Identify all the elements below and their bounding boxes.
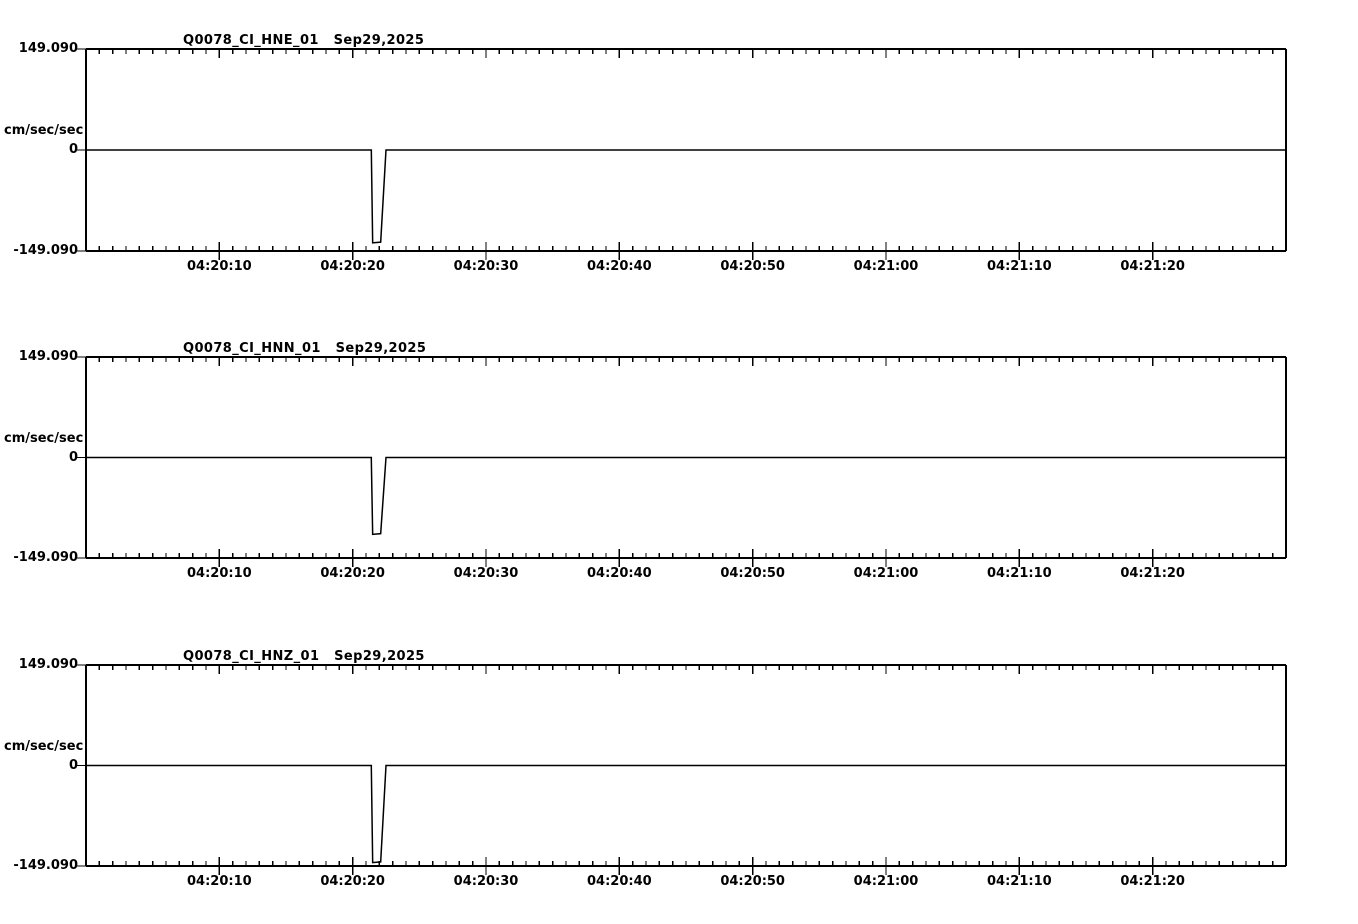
x-tick-label: 04:21:00	[853, 874, 919, 889]
x-tick-label: 04:20:30	[453, 259, 519, 274]
x-tick-label: 04:21:20	[1120, 259, 1185, 274]
x-tick-label: 04:20:40	[586, 259, 652, 274]
waveform-trace	[86, 456, 1286, 536]
waveform-trace	[86, 764, 1286, 864]
x-tick-label: 04:20:10	[186, 874, 252, 889]
y-axis-unit-label: cm/sec/sec	[4, 123, 84, 138]
panel-title: Q0078_CI_HNZ_01 Sep29,2025	[183, 649, 425, 664]
y-tick-label-max: 149.090	[18, 657, 78, 672]
y-tick-label-max: 149.090	[18, 41, 78, 56]
y-axis-unit-label: cm/sec/sec	[4, 430, 84, 446]
y-tick-label-max: 149.090	[18, 349, 78, 364]
y-tick-label-zero: 0	[68, 142, 78, 157]
x-tick-label: 04:20:10	[186, 259, 252, 274]
y-tick-label-min: -149.090	[13, 550, 78, 565]
x-tick-label: 04:20:40	[586, 566, 652, 581]
x-tick-label: 04:20:20	[320, 259, 385, 274]
x-tick-label: 04:21:10	[986, 874, 1052, 889]
x-tick-label: 04:21:20	[1120, 566, 1185, 581]
waveform-trace	[86, 149, 1286, 244]
x-tick-label: 04:20:50	[720, 259, 785, 274]
x-tick-label: 04:20:50	[720, 874, 785, 889]
x-tick-label: 04:20:20	[320, 566, 385, 581]
y-tick-label-min: -149.090	[13, 858, 78, 873]
y-tick-label-zero: 0	[68, 449, 78, 465]
x-tick-label: 04:20:50	[720, 566, 785, 581]
x-tick-label: 04:21:20	[1120, 874, 1185, 889]
x-tick-label: 04:21:00	[853, 259, 919, 274]
x-tick-label: 04:20:40	[586, 874, 652, 889]
x-tick-label: 04:20:20	[320, 874, 385, 889]
x-tick-label: 04:21:10	[986, 259, 1052, 274]
x-tick-label: 04:21:10	[986, 566, 1052, 581]
y-tick-label-zero: 0	[68, 757, 78, 773]
panel-title: Q0078_CI_HNN_01 Sep29,2025	[183, 341, 427, 356]
x-tick-label: 04:20:10	[186, 566, 252, 581]
x-tick-label: 04:20:30	[453, 566, 519, 581]
panel-title: Q0078_CI_HNE_01 Sep29,2025	[183, 33, 425, 48]
y-tick-label-min: -149.090	[13, 243, 78, 258]
x-tick-label: 04:20:30	[453, 874, 519, 889]
x-tick-label: 04:21:00	[853, 566, 919, 581]
y-axis-unit-label: cm/sec/sec	[4, 738, 84, 754]
